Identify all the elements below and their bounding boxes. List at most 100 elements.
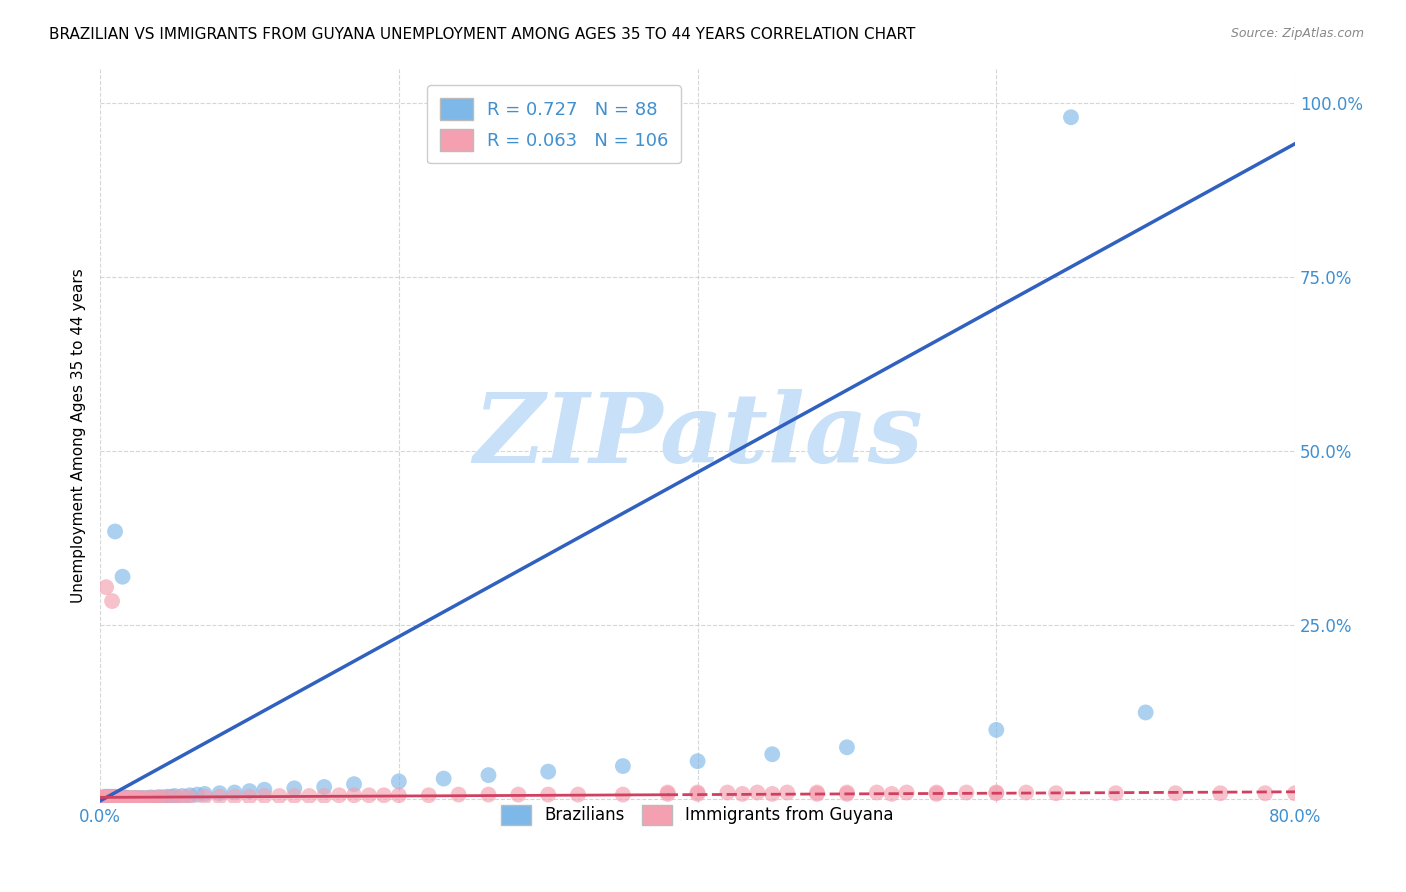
Point bbox=[172, 790, 194, 805]
Point bbox=[208, 789, 231, 804]
Y-axis label: Unemployment Among Ages 35 to 44 years: Unemployment Among Ages 35 to 44 years bbox=[72, 268, 86, 603]
Point bbox=[136, 791, 159, 805]
Point bbox=[98, 791, 121, 805]
Point bbox=[100, 791, 122, 805]
Point bbox=[208, 786, 231, 800]
Point bbox=[121, 791, 143, 805]
Point bbox=[253, 789, 276, 803]
Point bbox=[101, 791, 124, 805]
Point bbox=[108, 791, 131, 805]
Point bbox=[731, 787, 754, 801]
Point bbox=[314, 780, 336, 794]
Point bbox=[134, 791, 156, 805]
Point bbox=[128, 791, 150, 805]
Point bbox=[94, 791, 117, 805]
Point bbox=[328, 789, 350, 803]
Point bbox=[111, 791, 134, 805]
Point bbox=[101, 791, 124, 805]
Point bbox=[118, 791, 141, 805]
Point bbox=[224, 785, 246, 799]
Point bbox=[115, 791, 138, 805]
Point bbox=[537, 764, 560, 779]
Point bbox=[110, 791, 132, 805]
Point bbox=[686, 785, 709, 799]
Point bbox=[156, 789, 179, 804]
Point bbox=[107, 791, 129, 805]
Point bbox=[163, 790, 186, 805]
Point bbox=[1209, 786, 1232, 800]
Point bbox=[314, 789, 336, 803]
Point bbox=[146, 791, 169, 805]
Point bbox=[343, 789, 366, 803]
Point bbox=[657, 785, 679, 799]
Point bbox=[101, 791, 124, 805]
Point bbox=[97, 791, 120, 805]
Point bbox=[253, 782, 276, 797]
Point bbox=[100, 791, 122, 805]
Point bbox=[835, 740, 858, 755]
Point bbox=[388, 789, 411, 803]
Point bbox=[112, 791, 135, 805]
Point bbox=[866, 785, 889, 799]
Point bbox=[94, 789, 117, 804]
Point bbox=[101, 594, 124, 608]
Point bbox=[139, 790, 162, 805]
Point bbox=[186, 788, 208, 802]
Point bbox=[146, 790, 169, 805]
Point bbox=[477, 768, 499, 782]
Point bbox=[90, 791, 112, 805]
Point bbox=[104, 791, 127, 805]
Text: Source: ZipAtlas.com: Source: ZipAtlas.com bbox=[1230, 27, 1364, 40]
Point bbox=[152, 790, 174, 805]
Point bbox=[112, 791, 135, 805]
Point bbox=[160, 789, 183, 804]
Point bbox=[761, 747, 783, 762]
Point bbox=[91, 791, 114, 805]
Point bbox=[104, 789, 127, 804]
Point bbox=[98, 791, 121, 805]
Point bbox=[114, 791, 136, 805]
Point bbox=[124, 791, 146, 805]
Point bbox=[896, 785, 918, 799]
Point bbox=[149, 790, 172, 805]
Point bbox=[97, 791, 120, 805]
Point bbox=[179, 790, 201, 805]
Point bbox=[107, 791, 129, 805]
Point bbox=[104, 791, 127, 805]
Point bbox=[91, 791, 114, 805]
Point bbox=[686, 787, 709, 801]
Point bbox=[104, 790, 127, 805]
Point bbox=[172, 789, 194, 803]
Point bbox=[115, 791, 138, 805]
Point bbox=[747, 785, 769, 799]
Point bbox=[98, 791, 121, 805]
Legend: Brazilians, Immigrants from Guyana: Brazilians, Immigrants from Guyana bbox=[492, 795, 904, 835]
Point bbox=[142, 791, 165, 805]
Point bbox=[111, 570, 134, 584]
Point bbox=[388, 774, 411, 789]
Text: ZIPatlas: ZIPatlas bbox=[472, 389, 922, 483]
Point bbox=[98, 791, 121, 805]
Point bbox=[224, 789, 246, 804]
Point bbox=[716, 785, 738, 799]
Point bbox=[129, 791, 152, 805]
Point bbox=[100, 790, 122, 805]
Point bbox=[125, 791, 148, 805]
Point bbox=[298, 789, 321, 803]
Point bbox=[433, 772, 456, 786]
Point bbox=[105, 791, 128, 805]
Point bbox=[98, 789, 121, 804]
Point bbox=[93, 791, 115, 805]
Point bbox=[131, 791, 153, 805]
Point bbox=[94, 790, 117, 805]
Point bbox=[373, 789, 395, 803]
Point bbox=[269, 789, 291, 803]
Point bbox=[357, 789, 380, 803]
Point bbox=[105, 790, 128, 805]
Point bbox=[163, 789, 186, 803]
Point bbox=[1164, 786, 1187, 800]
Point bbox=[105, 791, 128, 805]
Point bbox=[283, 789, 305, 803]
Point bbox=[925, 785, 948, 799]
Point bbox=[110, 791, 132, 805]
